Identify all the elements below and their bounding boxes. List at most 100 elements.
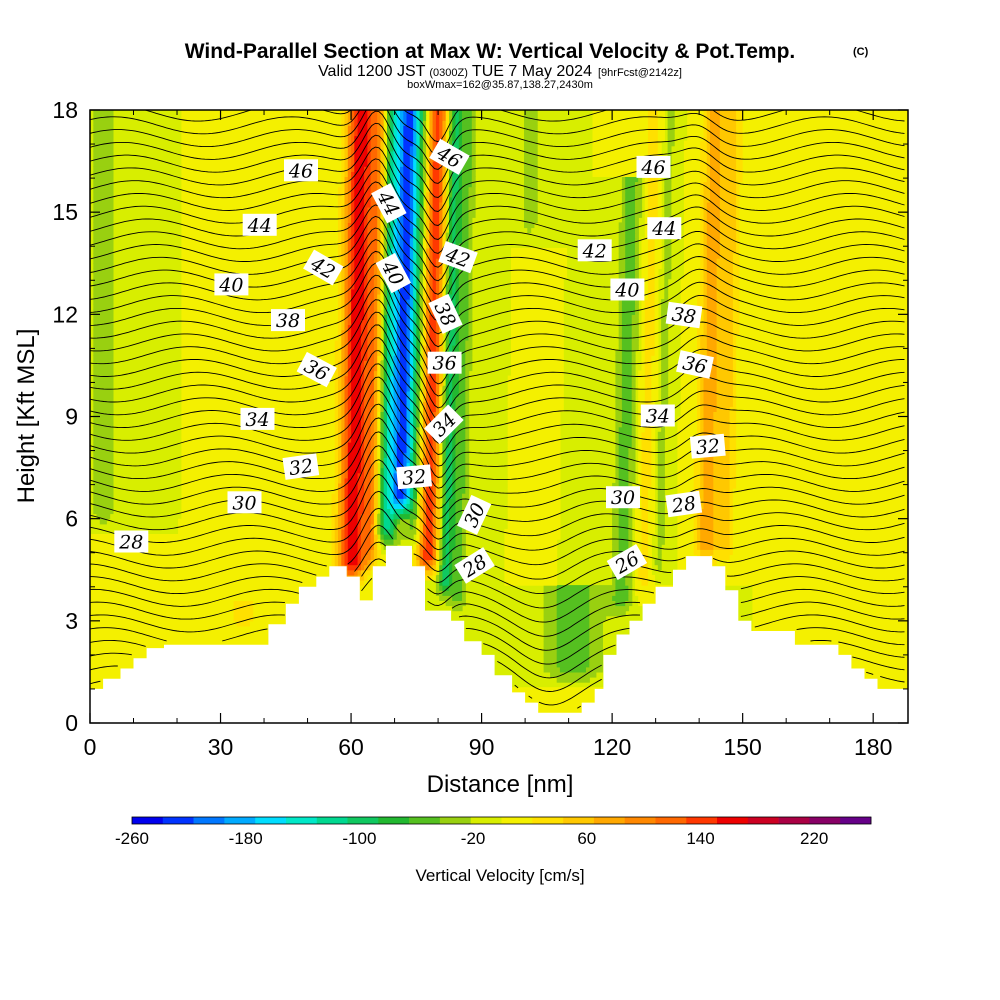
w-cell xyxy=(403,242,411,249)
colorbar-tick-label: 220 xyxy=(800,829,828,848)
w-cell xyxy=(413,115,417,121)
w-cell xyxy=(93,191,114,198)
w-cell xyxy=(334,380,339,387)
w-cell xyxy=(354,156,368,162)
w-cell xyxy=(677,482,695,489)
w-cell xyxy=(393,145,398,152)
w-cell xyxy=(387,314,391,320)
w-cell xyxy=(380,217,385,223)
w-cell xyxy=(364,227,368,234)
w-cell xyxy=(422,237,427,244)
w-cell xyxy=(351,314,365,320)
w-cell xyxy=(396,314,401,320)
w-cell xyxy=(452,462,457,469)
w-cell xyxy=(373,421,378,428)
w-cell xyxy=(347,237,352,244)
w-cell xyxy=(338,436,342,443)
w-cell xyxy=(432,564,437,571)
w-cell xyxy=(400,288,411,295)
w-cell xyxy=(416,181,421,188)
w-cell xyxy=(338,554,342,561)
w-cell xyxy=(452,283,457,290)
w-cell xyxy=(413,145,417,152)
w-cell xyxy=(351,258,355,264)
w-cell xyxy=(455,528,463,535)
w-cell xyxy=(380,534,385,540)
w-cell xyxy=(635,544,643,550)
w-cell xyxy=(432,467,437,474)
contour-label-box xyxy=(636,155,671,178)
w-cell xyxy=(449,534,457,540)
w-cell xyxy=(435,493,440,499)
w-cell xyxy=(713,416,731,423)
w-cell xyxy=(432,283,437,290)
w-cell xyxy=(716,355,734,361)
w-cell xyxy=(654,304,659,310)
w-cell xyxy=(462,191,470,198)
w-cell xyxy=(400,140,404,147)
contour-label: 44 xyxy=(242,213,277,237)
w-cell xyxy=(471,120,476,126)
w-cell xyxy=(422,365,427,372)
w-cell xyxy=(383,288,388,295)
w-cell xyxy=(677,488,695,494)
w-cell xyxy=(377,375,382,382)
w-cell xyxy=(455,334,460,341)
w-cell xyxy=(511,273,568,280)
w-cell xyxy=(710,186,721,193)
w-cell xyxy=(429,406,437,412)
w-cell xyxy=(347,380,352,387)
w-cell xyxy=(181,345,336,351)
w-cell xyxy=(400,176,404,183)
w-cell xyxy=(736,135,744,142)
w-cell xyxy=(344,171,349,177)
w-cell xyxy=(413,258,417,264)
w-cell xyxy=(396,442,408,448)
w-cell xyxy=(719,171,737,177)
w-cell xyxy=(422,288,427,295)
w-cell xyxy=(635,247,639,254)
w-cell xyxy=(344,518,349,525)
w-cell xyxy=(416,518,421,525)
w-cell xyxy=(396,186,401,193)
w-cell xyxy=(713,426,731,433)
w-cell xyxy=(383,125,388,131)
w-cell xyxy=(612,513,620,520)
w-cell xyxy=(364,258,368,264)
w-cell xyxy=(406,110,414,116)
w-cell xyxy=(347,181,352,188)
w-cell xyxy=(413,278,417,285)
w-cell xyxy=(344,161,349,167)
contour-label-box xyxy=(606,544,648,581)
w-cell xyxy=(693,580,908,586)
w-cell xyxy=(387,253,391,259)
w-cell xyxy=(347,232,352,239)
w-cell xyxy=(419,273,424,280)
w-cell xyxy=(403,217,411,223)
w-cell xyxy=(432,253,440,259)
w-cell xyxy=(347,457,362,464)
w-cell xyxy=(383,498,388,504)
w-cell xyxy=(396,350,401,356)
w-cell xyxy=(449,207,453,213)
w-cell xyxy=(331,544,336,550)
w-cell xyxy=(426,217,430,223)
w-cell xyxy=(396,375,401,382)
w-cell xyxy=(426,283,430,290)
w-cell xyxy=(524,166,538,172)
w-cell xyxy=(661,319,669,326)
w-cell xyxy=(719,196,737,203)
w-cell xyxy=(719,145,737,152)
w-cell xyxy=(373,350,378,356)
w-cell xyxy=(426,329,430,336)
w-cell xyxy=(351,278,355,285)
w-cell xyxy=(400,191,404,198)
w-cell xyxy=(409,150,414,157)
w-cell xyxy=(344,222,349,229)
w-cell xyxy=(416,299,421,305)
w-cell xyxy=(703,120,708,126)
w-cell xyxy=(403,503,408,509)
w-cell xyxy=(341,237,346,244)
w-cell xyxy=(413,191,417,198)
w-cell xyxy=(360,391,365,397)
